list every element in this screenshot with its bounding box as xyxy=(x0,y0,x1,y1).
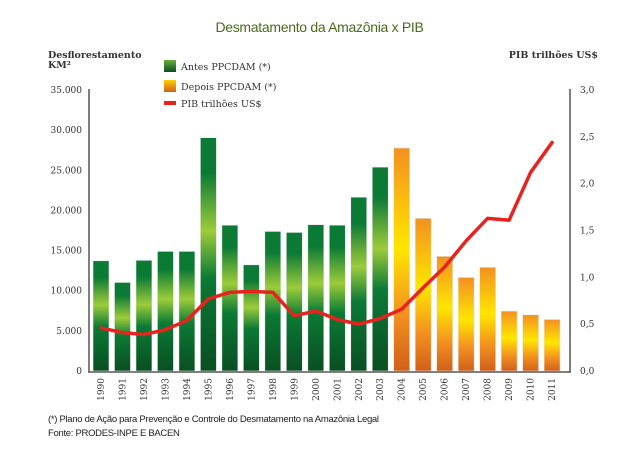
x-tick-label: 2007 xyxy=(462,378,472,401)
x-tick-label: 1998 xyxy=(269,378,279,401)
x-tick-label: 1997 xyxy=(247,378,257,401)
y2-tick-label: 3,0 xyxy=(580,86,595,96)
x-tick-label: 2000 xyxy=(312,378,322,401)
legend-swatch-antes xyxy=(164,60,176,72)
x-tick-label: 2008 xyxy=(484,378,494,401)
x-tick-label: 1991 xyxy=(118,378,128,401)
source-note: Fonte: PRODES-INPE E BACEN xyxy=(48,428,180,439)
y-tick-label: 10.000 xyxy=(51,287,83,297)
y2-tick-label: 1,5 xyxy=(580,227,595,237)
chart-title: Desmatamento da Amazônia x PIB xyxy=(215,19,424,35)
pib-line xyxy=(99,140,554,337)
x-tick-label: 2002 xyxy=(355,378,365,401)
y2-axis-label: PIB trilhões US$ xyxy=(509,50,598,61)
legend-label-antes: Antes PPCDAM (*) xyxy=(180,62,271,73)
bar-2003 xyxy=(371,166,389,372)
bar-2006 xyxy=(436,256,453,372)
x-tick-label: 1994 xyxy=(183,378,193,401)
y2-tick-label: 2,0 xyxy=(580,180,595,190)
bar-1991 xyxy=(114,282,131,372)
y-tick-label: 0 xyxy=(76,367,82,377)
chart-container: Desmatamento da Amazônia x PIB Desflores… xyxy=(48,19,598,439)
bar-2000 xyxy=(307,224,325,372)
bar-2001 xyxy=(328,224,346,372)
y-axis-label: Desflorestamento xyxy=(48,50,142,61)
bar-2009 xyxy=(500,310,518,372)
bar-2011 xyxy=(543,319,561,372)
x-tick-label: 2005 xyxy=(419,378,429,401)
x-tick-label: 1992 xyxy=(140,378,150,401)
x-tick-label: 2009 xyxy=(505,378,515,401)
x-tick-label: 1993 xyxy=(161,378,171,401)
x-tick-label: 1990 xyxy=(97,378,107,401)
x-tick-label: 2004 xyxy=(398,378,408,401)
y2-tick-label: 2,5 xyxy=(580,133,595,143)
chart: Desflorestamento KM² PIB trilhões US$ An… xyxy=(48,50,598,401)
x-tick-label: 2010 xyxy=(527,378,537,401)
legend-swatch-depois xyxy=(164,80,176,92)
bar-1995 xyxy=(200,137,217,372)
footnote: (*) Plano de Ação para Prevenção e Contr… xyxy=(48,414,379,425)
bar-2007 xyxy=(457,277,475,372)
x-tick-label: 2003 xyxy=(376,378,386,401)
bar-1998 xyxy=(264,231,282,372)
bar-2010 xyxy=(522,314,539,372)
legend-label-pib: PIB trilhões US$ xyxy=(181,99,262,110)
legend-label-depois: Depois PPCDAM (*) xyxy=(181,82,276,93)
x-tick-label: 1995 xyxy=(204,378,214,401)
bar-1993 xyxy=(157,251,174,372)
bar-2004 xyxy=(393,147,411,372)
x-tick-label: 2006 xyxy=(441,378,451,401)
y-tick-label: 5.000 xyxy=(56,327,82,337)
y2-tick-label: 0,5 xyxy=(580,320,595,330)
legend-swatch-pib xyxy=(164,101,176,105)
bar-1990 xyxy=(92,260,110,372)
x-tick-label: 2001 xyxy=(333,378,343,401)
x-tick-label: 2011 xyxy=(548,378,558,401)
y2-tick-label: 0,0 xyxy=(580,367,595,377)
bar-2008 xyxy=(479,267,496,372)
bar-1992 xyxy=(135,260,153,372)
x-tick-label: 1996 xyxy=(226,378,236,401)
y-tick-label: 30.000 xyxy=(51,126,83,136)
y-tick-label: 20.000 xyxy=(51,206,83,216)
legend: Antes PPCDAM (*) Depois PPCDAM (*) PIB t… xyxy=(164,60,276,110)
bar-2002 xyxy=(350,196,368,372)
bar-1994 xyxy=(178,251,196,372)
y-tick-label: 25.000 xyxy=(51,166,83,176)
y-axis-unit: KM² xyxy=(48,60,71,71)
y-tick-label: 15.000 xyxy=(51,247,83,257)
y2-tick-label: 1,0 xyxy=(580,273,595,283)
bar-1999 xyxy=(286,232,303,372)
y-tick-label: 35.000 xyxy=(51,86,83,96)
bar-1996 xyxy=(221,224,239,372)
bar-1997 xyxy=(243,264,260,372)
x-tick-label: 1999 xyxy=(290,378,300,401)
